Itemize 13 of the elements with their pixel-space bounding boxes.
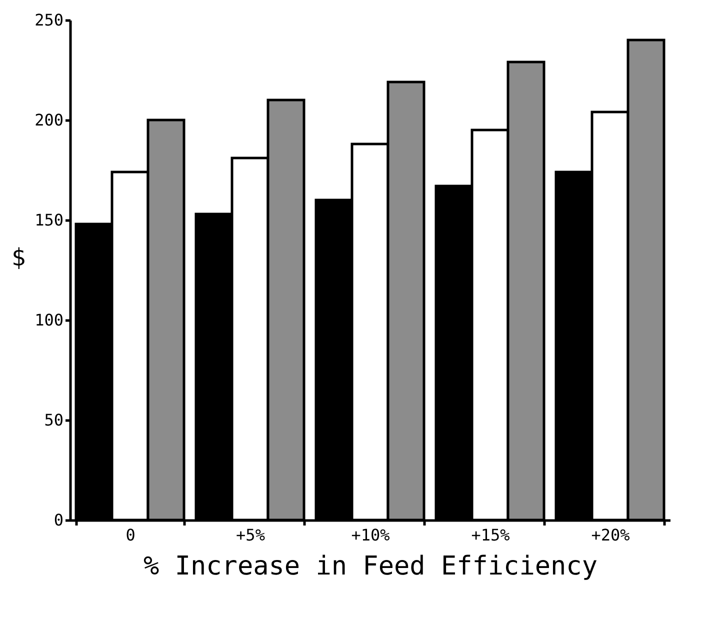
x-tick-label: 0 xyxy=(126,526,136,544)
x-tick-label: +5% xyxy=(236,526,266,544)
y-tick-label: 50 xyxy=(44,410,64,430)
x-tick-label: +20% xyxy=(591,526,630,544)
y-tick-label: 100 xyxy=(34,310,64,330)
y-tick-label: 150 xyxy=(34,210,64,230)
y-axis-title: $ xyxy=(11,244,26,272)
y-tick-label: 250 xyxy=(34,10,64,30)
x-tick-label: +10% xyxy=(351,526,390,544)
y-tick-label: 0 xyxy=(54,510,64,530)
x-axis-title: % Increase in Feed Efficiency xyxy=(144,552,598,582)
y-tick-label: 200 xyxy=(34,110,64,130)
x-tick-label: +15% xyxy=(471,526,510,544)
